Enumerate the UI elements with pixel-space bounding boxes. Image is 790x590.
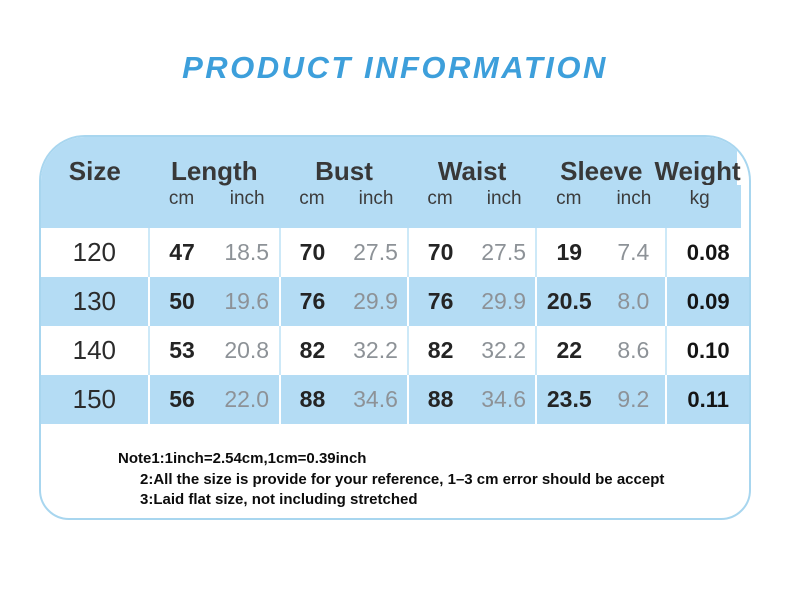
bust-cm-cell: 88	[278, 375, 344, 424]
bust-cm-cell: 76	[278, 277, 344, 326]
header-weight-kg: kg	[658, 185, 741, 228]
sleeve-inch-cell: 9.2	[601, 375, 667, 424]
header-sleeve-inch: inch	[601, 185, 667, 228]
table-row-size-150: 150 56 22.0 88 34.6 88 34.6 23.5 9.2 0.1…	[41, 375, 749, 424]
size-chart-card: Size Length Bust Waist Sleeve Weight cm …	[39, 135, 751, 520]
header-waist: Waist	[408, 137, 537, 185]
waist-inch-cell: 29.9	[472, 277, 537, 326]
header-sleeve: Sleeve	[536, 137, 667, 185]
size-cell: 140	[41, 326, 149, 375]
header-waist-inch: inch	[472, 185, 537, 228]
header-length: Length	[148, 137, 280, 185]
header-waist-cm: cm	[408, 185, 473, 228]
note-line-2: 2:All the size is provide for your refer…	[140, 470, 665, 488]
bust-cm-cell: 82	[278, 326, 344, 375]
length-cm-cell: 53	[147, 326, 215, 375]
waist-cm-cell: 82	[407, 326, 473, 375]
note-line-1: Note1:1inch=2.54cm,1cm=0.39inch	[118, 450, 367, 467]
waist-inch-cell: 34.6	[472, 375, 537, 424]
header-sleeve-cm: cm	[536, 185, 602, 228]
note-line-3: 3:Laid flat size, not including stretche…	[140, 491, 418, 508]
length-inch-cell: 18.5	[214, 228, 280, 277]
sleeve-inch-cell: 7.4	[601, 228, 667, 277]
weight-kg-cell: 0.10	[665, 326, 749, 375]
length-cm-cell: 50	[147, 277, 215, 326]
weight-kg-cell: 0.11	[665, 375, 749, 424]
bust-inch-cell: 27.5	[344, 228, 409, 277]
waist-cm-cell: 88	[407, 375, 473, 424]
header-size: Size	[41, 137, 149, 185]
length-cm-cell: 47	[147, 228, 215, 277]
table-row-size-130: 130 50 19.6 76 29.9 76 29.9 20.5 8.0 0.0…	[41, 277, 749, 326]
table-header: Size Length Bust Waist Sleeve Weight cm …	[41, 137, 749, 228]
header-length-cm: cm	[148, 185, 215, 228]
header-bust-cm: cm	[279, 185, 344, 228]
header-weight: Weight	[654, 137, 741, 185]
notes-block: Note1:1inch=2.54cm,1cm=0.39inch 2:All th…	[41, 424, 749, 511]
waist-cm-cell: 70	[407, 228, 473, 277]
bust-cm-cell: 70	[278, 228, 344, 277]
bust-inch-cell: 29.9	[344, 277, 409, 326]
length-inch-cell: 19.6	[214, 277, 280, 326]
bust-inch-cell: 34.6	[344, 375, 409, 424]
sleeve-cm-cell: 23.5	[535, 375, 602, 424]
sleeve-inch-cell: 8.0	[601, 277, 667, 326]
length-inch-cell: 20.8	[214, 326, 280, 375]
length-cm-cell: 56	[147, 375, 215, 424]
weight-kg-cell: 0.09	[665, 277, 749, 326]
waist-inch-cell: 27.5	[472, 228, 537, 277]
weight-kg-cell: 0.08	[665, 228, 749, 277]
header-bust-inch: inch	[344, 185, 409, 228]
header-length-inch: inch	[214, 185, 280, 228]
bust-inch-cell: 32.2	[344, 326, 409, 375]
sleeve-cm-cell: 22	[535, 326, 602, 375]
sleeve-cm-cell: 19	[535, 228, 602, 277]
sleeve-cm-cell: 20.5	[535, 277, 602, 326]
size-cell: 120	[41, 228, 149, 277]
length-inch-cell: 22.0	[214, 375, 280, 424]
size-chart-table: Size Length Bust Waist Sleeve Weight cm …	[41, 137, 749, 424]
header-bust: Bust	[279, 137, 409, 185]
table-body: 120 47 18.5 70 27.5 70 27.5 19 7.4 0.08 …	[41, 228, 749, 424]
waist-inch-cell: 32.2	[472, 326, 537, 375]
page-title: PRODUCT INFORMATION	[182, 50, 608, 85]
table-row-size-140: 140 53 20.8 82 32.2 82 32.2 22 8.6 0.10	[41, 326, 749, 375]
size-cell: 130	[41, 277, 149, 326]
size-cell: 150	[41, 375, 149, 424]
header-size-spacer	[41, 185, 149, 228]
table-row-size-120: 120 47 18.5 70 27.5 70 27.5 19 7.4 0.08	[41, 228, 749, 277]
sleeve-inch-cell: 8.6	[601, 326, 667, 375]
waist-cm-cell: 76	[407, 277, 473, 326]
